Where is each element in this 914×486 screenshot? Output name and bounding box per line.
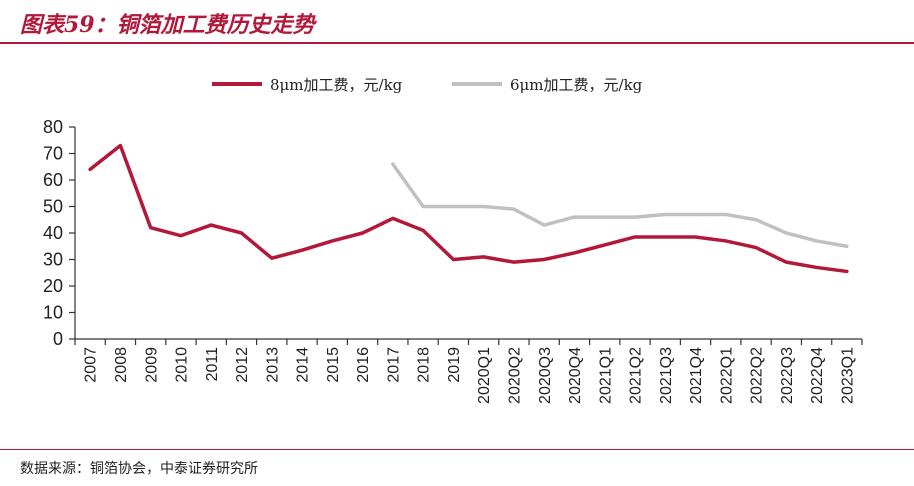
header: 图表59：铜箔加工费历史走势 xyxy=(0,0,914,40)
source-note: 数据来源：铜箔协会，中泰证券研究所 xyxy=(20,461,258,477)
y-tick-label: 40 xyxy=(43,223,63,243)
x-tick-label: 2016 xyxy=(355,347,372,383)
y-tick-label: 60 xyxy=(43,170,63,190)
x-tick-label: 2021Q3 xyxy=(658,347,675,404)
y-tick-label: 20 xyxy=(43,276,63,296)
y-tick-label: 10 xyxy=(43,303,63,323)
chart-figure-title: 图表59：铜箔加工费历史走势 xyxy=(20,12,315,38)
x-tick-label: 2019 xyxy=(446,347,463,383)
x-tick-label: 2022Q3 xyxy=(779,347,796,404)
y-tick-label: 30 xyxy=(43,250,63,270)
legend: 8μm加工费，元/kg 6μm加工费，元/kg xyxy=(212,76,643,94)
x-tick-label: 2020Q3 xyxy=(537,347,554,404)
x-tick-label: 2022Q2 xyxy=(749,347,766,404)
y-axis: 0 10 20 30 40 50 60 70 80 xyxy=(43,117,76,349)
x-tick-label: 2011 xyxy=(204,347,221,382)
x-tick-label: 2020Q4 xyxy=(567,347,584,404)
x-tick-label: 2013 xyxy=(264,347,281,383)
y-tick-label: 80 xyxy=(43,117,63,137)
series-line-1 xyxy=(88,143,849,274)
x-axis: 2007 2008 2009 2010 2011 2012 2013 2014 2015 2016… xyxy=(74,338,863,404)
line-chart: 8μm加工费，元/kg 6μm加工费，元/kg 0 10 20 30 40 50 60 70 80… xyxy=(43,76,863,404)
x-tick-label: 2010 xyxy=(174,347,191,383)
legend-label-1: 8μm加工费，元/kg xyxy=(270,76,403,94)
x-tick-label: 2021Q2 xyxy=(628,347,645,404)
x-tick-label: 2020Q2 xyxy=(507,347,524,404)
x-tick-label: 2015 xyxy=(325,347,342,383)
y-tick-label: 70 xyxy=(43,144,63,164)
y-tick-label: 50 xyxy=(43,197,63,217)
bottom-divider xyxy=(0,449,914,450)
x-tick-label: 2020Q1 xyxy=(476,347,493,404)
x-tick-label: 2021Q1 xyxy=(597,347,614,404)
series-line-2 xyxy=(391,162,849,248)
x-tick-label: 2023Q1 xyxy=(839,347,856,404)
x-tick-label: 2018 xyxy=(416,347,433,383)
y-tick-label: 0 xyxy=(53,329,63,349)
x-tick-label: 2017 xyxy=(385,347,402,383)
x-tick-label: 2012 xyxy=(234,347,251,383)
x-tick-label: 2009 xyxy=(143,347,160,383)
top-divider xyxy=(0,42,914,44)
x-tick-label: 2022Q4 xyxy=(809,347,826,404)
x-tick-label: 2014 xyxy=(295,347,312,383)
legend-label-2: 6μm加工费，元/kg xyxy=(510,76,643,94)
x-tick-label: 2021Q4 xyxy=(688,347,705,404)
x-tick-label: 2022Q1 xyxy=(718,347,735,404)
x-tick-label: 2008 xyxy=(113,347,130,383)
series-lines xyxy=(88,143,849,274)
x-tick-label: 2007 xyxy=(83,347,100,383)
